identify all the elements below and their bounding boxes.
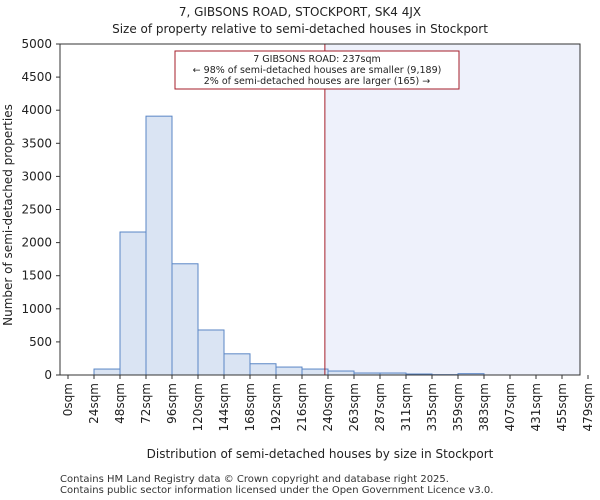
x-tick-label: 359sqm (451, 383, 465, 431)
bar-24sqm (93, 368, 121, 376)
x-tick-label: 240sqm (321, 383, 335, 431)
x-tick-label: 431sqm (529, 383, 543, 431)
bar-144sqm (223, 353, 251, 376)
x-tick-label: 120sqm (191, 383, 205, 431)
bar-48sqm (119, 231, 147, 376)
y-tick-label: 4000 (21, 103, 52, 117)
x-tick-label: 24sqm (87, 383, 101, 424)
bar-240sqm (327, 370, 355, 376)
footer-copyright: Contains HM Land Registry data © Crown c… (60, 474, 449, 485)
bar-216sqm (301, 368, 329, 376)
annotation-box: 7 GIBSONS ROAD: 237sqm ← 98% of semi-det… (174, 50, 460, 90)
bar-72sqm (145, 115, 173, 376)
y-tick-label: 3500 (21, 136, 52, 150)
bar-120sqm (197, 329, 225, 376)
bar-96sqm (171, 263, 199, 376)
x-tick-label: 192sqm (269, 383, 283, 431)
larger-region-shade (324, 44, 580, 375)
x-tick-label: 72sqm (139, 383, 153, 424)
x-tick-label: 263sqm (347, 383, 361, 431)
x-axis-label: Distribution of semi-detached houses by … (147, 447, 494, 461)
annotation-line-2: ← 98% of semi-detached houses are smalle… (193, 65, 442, 76)
x-tick-label: 168sqm (243, 383, 257, 431)
x-tick-label: 407sqm (503, 383, 517, 431)
x-tick-label: 479sqm (581, 383, 595, 431)
x-tick-label: 216sqm (295, 383, 309, 431)
y-tick-label: 2500 (21, 203, 52, 217)
y-tick-label: 1000 (21, 302, 52, 316)
annotation-line-1: 7 GIBSONS ROAD: 237sqm (253, 54, 381, 65)
y-tick-label: 3000 (21, 169, 52, 183)
x-tick-label: 0sqm (61, 383, 75, 416)
y-axis-label: Number of semi-detached properties (1, 104, 15, 326)
chart-title: 7, GIBSONS ROAD, STOCKPORT, SK4 4JX (178, 5, 422, 19)
bar-168sqm (249, 363, 277, 376)
x-tick-label: 144sqm (217, 383, 231, 431)
x-tick-label: 287sqm (373, 383, 387, 431)
x-tick-label: 335sqm (425, 383, 439, 431)
y-tick-label: 4500 (21, 70, 52, 84)
y-tick-label: 5000 (21, 37, 52, 51)
y-tick-label: 2000 (21, 236, 52, 250)
x-tick-label: 383sqm (477, 383, 491, 431)
x-tick-label: 311sqm (399, 383, 413, 431)
x-tick-label: 455sqm (555, 383, 569, 431)
footer-licence: Contains public sector information licen… (60, 485, 494, 496)
x-tick-label: 48sqm (113, 383, 127, 424)
annotation-line-3: 2% of semi-detached houses are larger (1… (204, 76, 431, 87)
chart-subtitle: Size of property relative to semi-detach… (112, 22, 488, 36)
y-tick-label: 500 (29, 335, 52, 349)
y-tick-label: 1500 (21, 269, 52, 283)
x-tick-label: 96sqm (165, 383, 179, 424)
y-tick-label: 0 (44, 368, 52, 382)
bar-192sqm (275, 366, 303, 376)
